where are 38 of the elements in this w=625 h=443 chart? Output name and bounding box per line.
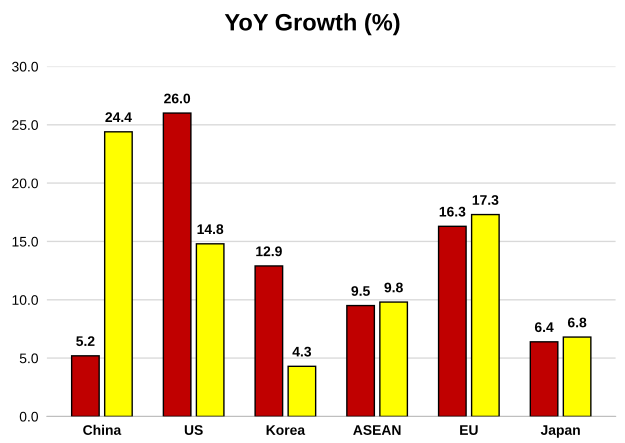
data-label: 14.8: [198, 224, 224, 234]
x-tick-label: US: [184, 425, 203, 435]
bar: [254, 265, 284, 416]
bar: [470, 214, 500, 416]
data-label: 26.0: [164, 94, 190, 104]
bar: [379, 301, 408, 416]
x-tick-label: EU: [460, 425, 478, 435]
bar: [562, 336, 592, 416]
data-label: 6.8: [568, 318, 586, 328]
data-label: 9.8: [384, 282, 403, 292]
data-label: 5.2: [76, 336, 94, 346]
x-tick-label: China: [83, 424, 122, 435]
data-label: 17.3: [472, 195, 498, 205]
bar: [530, 341, 559, 416]
x-tick-label: Korea: [266, 425, 306, 435]
y-tick-label: 0.0: [20, 412, 38, 422]
y-tick-label: 25.0: [12, 120, 38, 130]
data-label: 9.5: [351, 286, 370, 296]
chart-title: YoY Growth (%): [224, 13, 400, 36]
x-tick-label: ASEAN: [353, 425, 400, 435]
bar: [346, 304, 376, 416]
data-label: 6.4: [534, 322, 554, 332]
data-label: 12.9: [256, 246, 282, 256]
x-tick-label: Japan: [540, 425, 580, 438]
bar: [438, 226, 467, 416]
data-label: 4.3: [292, 346, 312, 357]
data-label: 24.4: [105, 112, 132, 122]
y-tick-label: 5.0: [20, 353, 38, 364]
bar: [70, 355, 100, 416]
bar: [287, 366, 316, 416]
data-label: 16.3: [440, 206, 466, 217]
bar: [162, 112, 192, 416]
bar: [104, 131, 133, 416]
bar: [196, 243, 225, 416]
y-tick-label: 20.0: [12, 178, 38, 188]
y-tick-label: 10.0: [12, 295, 38, 305]
y-tick-label: 15.0: [12, 236, 38, 247]
y-tick-label: 30.0: [12, 62, 38, 72]
